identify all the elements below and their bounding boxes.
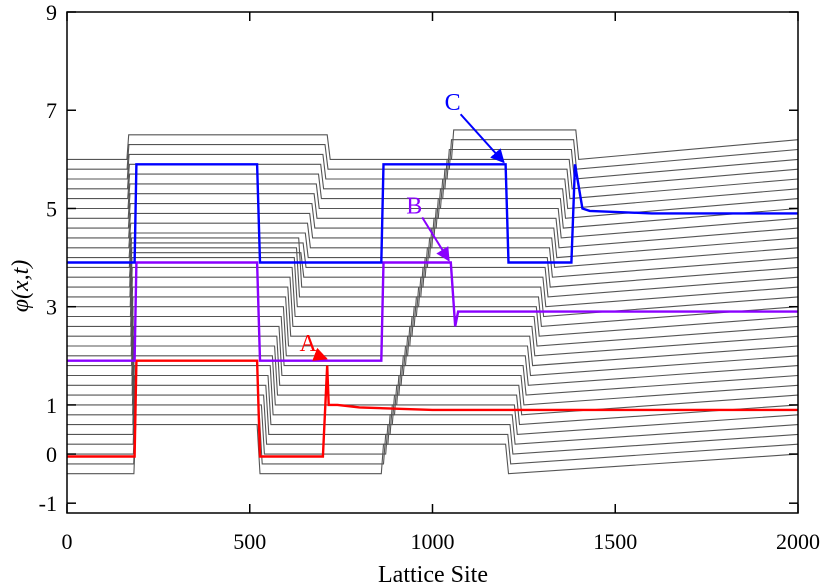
background-lines — [67, 129, 799, 475]
series-line-2 — [67, 163, 798, 264]
y-axis-label: φ(x,t) — [8, 260, 34, 313]
y-tick-label: 3 — [46, 295, 57, 320]
background-trace — [67, 384, 799, 435]
series-line-1 — [67, 261, 798, 362]
x-tick-label: 0 — [62, 529, 73, 554]
background-trace — [67, 286, 799, 337]
background-trace — [67, 188, 799, 219]
annotation-arrow — [459, 113, 505, 164]
background-trace — [67, 306, 799, 357]
background-trace — [67, 237, 799, 268]
x-axis-label: Lattice Site — [378, 562, 488, 584]
series-group — [67, 163, 798, 458]
y-tick-label: -1 — [39, 491, 57, 516]
background-trace — [67, 247, 799, 298]
x-tick-label: 500 — [233, 529, 266, 554]
y-tick-label: 0 — [46, 442, 57, 467]
background-trace — [67, 217, 799, 249]
annotation-label: C — [445, 90, 461, 116]
x-tick-label: 1500 — [593, 529, 637, 554]
background-trace — [67, 257, 799, 308]
background-trace — [67, 296, 799, 347]
x-tick-label: 2000 — [776, 529, 820, 554]
background-trace — [67, 365, 799, 416]
annotation-arrow — [312, 347, 328, 361]
background-trace — [67, 266, 799, 318]
background-trace — [67, 325, 799, 377]
background-trace — [67, 345, 799, 396]
background-trace — [67, 139, 799, 170]
series-line-0 — [67, 359, 798, 458]
annotations-group: A B C — [300, 90, 505, 361]
annotation-label: A — [300, 331, 318, 357]
background-trace — [67, 315, 799, 367]
background-trace — [67, 148, 799, 180]
background-trace — [67, 129, 799, 160]
background-trace — [67, 207, 799, 239]
annotation-arrow — [421, 216, 450, 262]
background-trace — [67, 158, 799, 190]
background-trace — [67, 178, 799, 210]
background-trace — [67, 198, 799, 229]
annotation-label: B — [406, 193, 422, 219]
y-tick-label: 9 — [46, 0, 57, 25]
y-tick-label: 1 — [46, 393, 57, 418]
background-trace — [67, 227, 799, 259]
y-tick-label: 7 — [46, 98, 57, 123]
x-tick-label: 1000 — [411, 529, 455, 554]
y-tick-label: 5 — [46, 196, 57, 221]
